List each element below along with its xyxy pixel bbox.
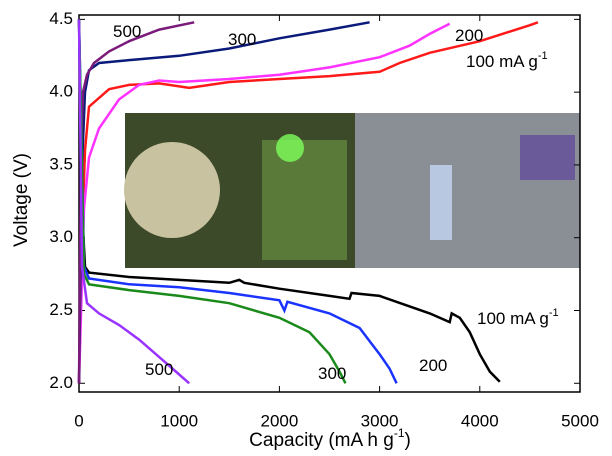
- y-axis-label: Voltage (V): [11, 153, 32, 247]
- y-tick-label: 2.5: [49, 300, 73, 319]
- y-tick-label: 3.0: [49, 227, 73, 246]
- curve-label: 200: [455, 26, 483, 45]
- photo-logo: [124, 142, 220, 238]
- photo-board: [262, 140, 347, 260]
- x-tick-label: 0: [74, 411, 83, 430]
- curve-label: 300: [318, 364, 346, 383]
- photo-glove: [520, 135, 575, 180]
- y-tick-label: 4.5: [49, 9, 73, 28]
- curve-label-text: 300: [318, 364, 346, 383]
- curve-label-text: 300: [228, 30, 256, 49]
- photo-led: [276, 134, 304, 162]
- curve-label-text: 100 mA g: [466, 52, 538, 71]
- photo-bottle: [430, 165, 452, 240]
- curve-label-text: 100 mA g: [477, 309, 549, 328]
- curve-label: 100 mA g-1: [477, 307, 559, 329]
- x-tick-label: 5000: [561, 411, 599, 430]
- curve-label: 300: [228, 30, 256, 49]
- y-tick-label: 3.5: [49, 154, 73, 173]
- inset-photos: [124, 113, 580, 268]
- curve-label: 500: [113, 22, 141, 41]
- chart: Capacity (mA h g-1) Voltage (V) 01000200…: [0, 0, 612, 456]
- curve-label-text: 200: [419, 356, 447, 375]
- x-tick-label: 3000: [361, 411, 399, 430]
- curve-label: 500: [145, 360, 173, 379]
- curve-label-text: 500: [145, 360, 173, 379]
- x-tick-label: 1000: [160, 411, 198, 430]
- x-tick-label: 2000: [260, 411, 298, 430]
- curve-label-sup: -1: [538, 50, 548, 62]
- curve-label: 200: [419, 356, 447, 375]
- curve-label-sup: -1: [549, 307, 559, 319]
- curve-label-text: 200: [455, 26, 483, 45]
- y-tick-label: 4.0: [49, 82, 73, 101]
- x-tick-label: 4000: [461, 411, 499, 430]
- curve-label: 100 mA g-1: [466, 50, 548, 72]
- curve-label-text: 500: [113, 22, 141, 41]
- y-tick-label: 2.0: [49, 373, 73, 392]
